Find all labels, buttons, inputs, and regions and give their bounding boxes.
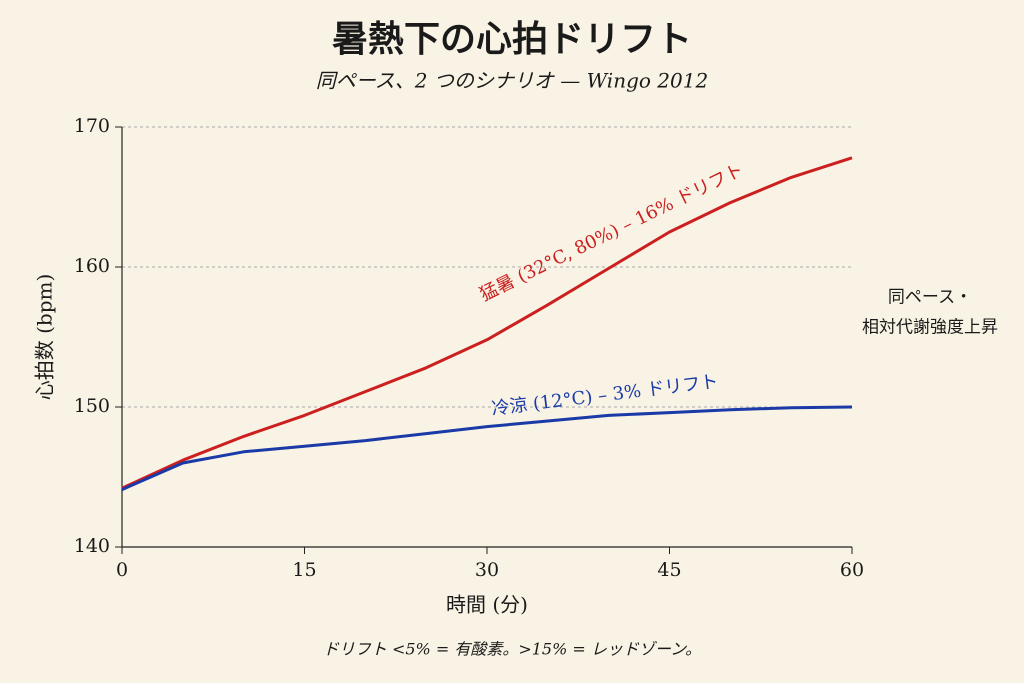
x-tick-label: 60 — [840, 559, 864, 581]
x-axis-label: 時間 (分) — [446, 593, 528, 617]
line-series — [121, 156, 853, 490]
y-tick-label: 160 — [74, 255, 110, 277]
y-tick-label: 140 — [74, 535, 110, 557]
chart-subtitle: 同ペース、2 つのシナリオ — Wingo 2012 — [316, 69, 708, 93]
y-tick-label: 150 — [74, 395, 110, 417]
line-series — [121, 405, 853, 491]
footnote: ドリフト <5% = 有酸素。>15% = レッドゾーン。 — [323, 640, 701, 659]
y-axis-label: 心拍数 (bpm) — [33, 274, 57, 401]
side-note: 同ペース・ — [888, 288, 972, 308]
x-tick-label: 30 — [475, 559, 499, 581]
x-tick-label: 15 — [292, 559, 316, 581]
y-tick-label: 170 — [74, 115, 110, 137]
side-note: 相対代謝強度上昇 — [862, 318, 998, 338]
x-tick-label: 0 — [116, 559, 128, 581]
x-tick-label: 45 — [657, 559, 681, 581]
chart-title: 暑熱下の心拍ドリフト — [332, 18, 692, 60]
